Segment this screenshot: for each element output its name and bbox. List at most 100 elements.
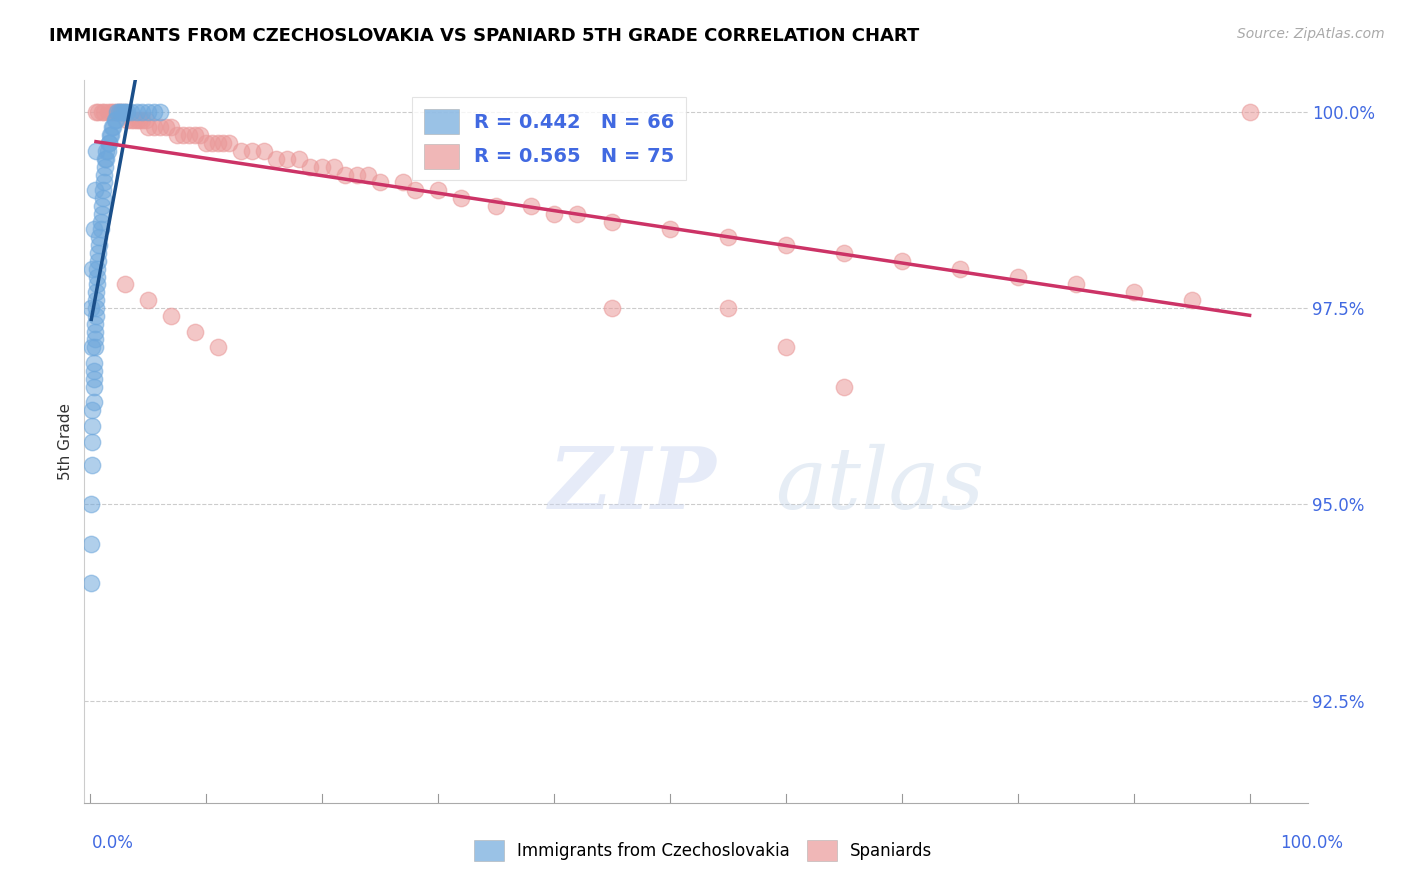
Point xyxy=(600,301,623,315)
Point xyxy=(299,160,322,174)
Point xyxy=(136,104,159,119)
Point xyxy=(136,293,159,308)
Point xyxy=(160,309,183,323)
Point xyxy=(183,128,205,143)
Point xyxy=(83,222,105,236)
Point xyxy=(276,152,298,166)
Point xyxy=(195,136,218,150)
Point xyxy=(427,183,450,197)
Point xyxy=(90,222,112,236)
Text: Source: ZipAtlas.com: Source: ZipAtlas.com xyxy=(1237,27,1385,41)
Point xyxy=(83,317,105,331)
Point xyxy=(110,104,132,119)
Point xyxy=(104,104,127,119)
Point xyxy=(108,104,131,119)
Point xyxy=(82,403,104,417)
Point xyxy=(87,104,110,119)
Point xyxy=(87,254,110,268)
Point xyxy=(87,246,110,260)
Point xyxy=(188,128,211,143)
Text: IMMIGRANTS FROM CZECHOSLOVAKIA VS SPANIARD 5TH GRADE CORRELATION CHART: IMMIGRANTS FROM CZECHOSLOVAKIA VS SPANIA… xyxy=(49,27,920,45)
Point xyxy=(89,230,111,244)
Point xyxy=(84,309,107,323)
Point xyxy=(120,112,142,127)
Point xyxy=(93,175,115,189)
Point xyxy=(253,144,276,158)
Point xyxy=(100,104,122,119)
Point xyxy=(149,104,172,119)
Point xyxy=(90,104,112,119)
Point xyxy=(80,301,103,315)
Point xyxy=(658,222,681,236)
Point xyxy=(450,191,472,205)
Point xyxy=(90,207,112,221)
Point xyxy=(80,497,103,511)
Point xyxy=(114,277,136,292)
Point xyxy=(84,104,107,119)
Point xyxy=(110,104,132,119)
Point xyxy=(311,160,333,174)
Point xyxy=(80,536,103,550)
Point xyxy=(108,104,131,119)
Point xyxy=(86,269,108,284)
Point xyxy=(82,418,104,433)
Point xyxy=(229,144,252,158)
Point xyxy=(91,183,114,197)
Point xyxy=(93,104,115,119)
Point xyxy=(212,136,235,150)
Point xyxy=(125,104,148,119)
Point xyxy=(83,372,105,386)
Point xyxy=(83,325,105,339)
Point xyxy=(97,136,120,150)
Point xyxy=(100,128,122,143)
Point xyxy=(201,136,224,150)
Point xyxy=(207,340,229,354)
Legend: Immigrants from Czechoslovakia, Spaniards: Immigrants from Czechoslovakia, Spaniard… xyxy=(467,833,939,868)
Point xyxy=(832,246,855,260)
Point xyxy=(89,238,111,252)
Point xyxy=(1122,285,1144,300)
Point xyxy=(103,112,125,127)
Point xyxy=(96,104,118,119)
Point xyxy=(485,199,508,213)
Point xyxy=(86,261,108,276)
Point xyxy=(120,104,142,119)
Point xyxy=(94,160,117,174)
Point xyxy=(82,458,104,472)
Point xyxy=(177,128,200,143)
Point xyxy=(117,104,139,119)
Point xyxy=(136,120,159,135)
Point xyxy=(111,104,134,119)
Point xyxy=(717,301,740,315)
Point xyxy=(103,120,125,135)
Point xyxy=(135,112,157,127)
Text: atlas: atlas xyxy=(776,443,984,526)
Point xyxy=(83,364,105,378)
Point xyxy=(404,183,426,197)
Point xyxy=(101,120,124,135)
Point xyxy=(775,238,797,252)
Point xyxy=(82,340,104,354)
Text: 100.0%: 100.0% xyxy=(1279,834,1343,852)
Point xyxy=(392,175,415,189)
Point xyxy=(322,160,344,174)
Point xyxy=(1064,277,1087,292)
Point xyxy=(84,301,107,315)
Point xyxy=(357,168,380,182)
Point xyxy=(149,120,172,135)
Point xyxy=(160,120,183,135)
Point xyxy=(1239,104,1261,119)
Point xyxy=(142,120,165,135)
Point xyxy=(114,104,136,119)
Point xyxy=(90,199,112,213)
Point xyxy=(91,191,114,205)
Point xyxy=(131,104,153,119)
Point xyxy=(600,214,623,228)
Point xyxy=(142,104,165,119)
Point xyxy=(84,293,107,308)
Point xyxy=(775,340,797,354)
Point xyxy=(84,144,107,158)
Point xyxy=(82,434,104,449)
Point xyxy=(172,128,194,143)
Point xyxy=(96,144,118,158)
